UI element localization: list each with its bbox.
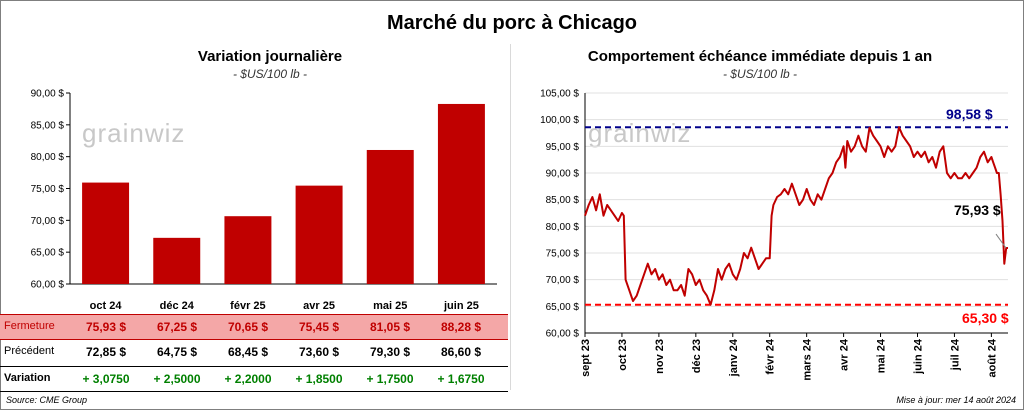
y-tick-label: 70,00 $ xyxy=(546,275,580,286)
table-cell: 75,93 $ xyxy=(85,320,127,334)
y-tick-label: 60,00 $ xyxy=(546,329,580,340)
table-cell: + 2,2000 xyxy=(224,372,272,386)
x-tick-label: oct 24 xyxy=(90,300,123,312)
bar xyxy=(153,237,201,284)
bar xyxy=(437,103,485,284)
x-tick-label: janv 24 xyxy=(728,338,740,377)
y-tick-label: 95,00 $ xyxy=(546,142,580,153)
x-tick-label: déc 24 xyxy=(160,300,195,312)
x-tick-label: déc 23 xyxy=(691,339,703,373)
x-tick-label: oct 23 xyxy=(617,339,629,371)
x-tick-label: août 24 xyxy=(986,338,998,377)
update-note: Mise à jour: mer 14 août 2024 xyxy=(896,395,1016,405)
x-tick-label: févr 25 xyxy=(230,300,265,312)
source-note: Source: CME Group xyxy=(6,395,88,405)
main-title: Marché du porc à Chicago xyxy=(386,12,638,34)
x-tick-label: mai 25 xyxy=(373,300,407,312)
table-row-fermeture: Fermeture 75,93 $ 67,25 $ 70,65 $ 75,45 … xyxy=(0,314,508,340)
bar xyxy=(82,182,130,284)
y-tick-label: 60,00 $ xyxy=(31,280,65,291)
table-cell: 72,85 $ xyxy=(85,345,127,359)
table-cell: 64,75 $ xyxy=(156,345,198,359)
x-tick-label: sept 23 xyxy=(580,339,592,377)
y-tick-label: 70,00 $ xyxy=(31,216,65,227)
table-cell: + 1,8500 xyxy=(295,372,343,386)
table-cell: 68,45 $ xyxy=(227,345,269,359)
left-watermark-logo: grainwiz xyxy=(82,118,186,148)
table-cell: + 1,6750 xyxy=(437,372,485,386)
y-tick-label: 100,00 $ xyxy=(540,115,579,126)
bar xyxy=(224,216,272,284)
table-cell: 75,45 $ xyxy=(298,320,340,334)
x-tick-label: nov 23 xyxy=(654,339,666,374)
x-tick-label: mars 24 xyxy=(802,338,814,380)
bar xyxy=(295,185,343,284)
table-cell: 67,25 $ xyxy=(156,320,198,334)
y-tick-label: 65,00 $ xyxy=(31,248,65,259)
left-panel-subtitle: - $US/100 lb - xyxy=(232,67,308,81)
table-row-variation: Variation + 3,0750 + 2,5000 + 2,2000 + 1… xyxy=(0,366,508,392)
table-cell: 88,28 $ xyxy=(440,320,482,334)
last-value-label: 75,93 $ xyxy=(954,202,1001,218)
y-tick-label: 80,00 $ xyxy=(31,152,65,163)
y-tick-label: 80,00 $ xyxy=(546,222,580,233)
row-label: Variation xyxy=(4,372,51,384)
x-tick-label: avr 24 xyxy=(839,338,851,371)
x-tick-label: juin 25 xyxy=(443,300,479,312)
x-tick-label: avr 25 xyxy=(303,300,335,312)
row-label: Précédent xyxy=(4,345,55,357)
table-cell: 86,60 $ xyxy=(440,345,482,359)
table-cell: + 2,5000 xyxy=(153,372,201,386)
x-tick-label: mai 24 xyxy=(876,338,888,373)
panel-divider xyxy=(510,44,511,390)
y-tick-label: 85,00 $ xyxy=(546,195,580,206)
y-tick-label: 65,00 $ xyxy=(546,302,580,313)
table-cell: + 3,0750 xyxy=(82,372,130,386)
y-tick-label: 75,00 $ xyxy=(31,184,65,195)
left-panel-title: Variation journalière xyxy=(197,48,343,65)
bar xyxy=(366,149,414,284)
table-row-precedent: Précédent 72,85 $ 64,75 $ 68,45 $ 73,60 … xyxy=(0,340,508,364)
table-cell: 70,65 $ xyxy=(227,320,269,334)
low-value-label: 65,30 $ xyxy=(962,310,1009,326)
y-tick-label: 90,00 $ xyxy=(31,89,65,100)
high-value-label: 98,58 $ xyxy=(946,106,993,122)
last-value-leader xyxy=(995,233,1007,249)
x-tick-label: févr 24 xyxy=(765,338,777,374)
x-tick-label: juil 24 xyxy=(949,338,961,371)
y-tick-label: 105,00 $ xyxy=(540,89,579,100)
table-cell: 81,05 $ xyxy=(369,320,411,334)
right-watermark-logo: grainwiz xyxy=(588,118,692,148)
right-panel-subtitle: - $US/100 lb - xyxy=(722,67,798,81)
y-tick-label: 90,00 $ xyxy=(546,169,580,180)
y-tick-label: 85,00 $ xyxy=(31,120,65,131)
y-tick-label: 75,00 $ xyxy=(546,249,580,260)
row-label: Fermeture xyxy=(4,320,55,332)
table-cell: 73,60 $ xyxy=(298,345,340,359)
right-panel-title: Comportement échéance immédiate depuis 1… xyxy=(587,48,933,65)
table-cell: + 1,7500 xyxy=(366,372,414,386)
table-cell: 79,30 $ xyxy=(369,345,411,359)
x-tick-label: juin 24 xyxy=(912,338,924,375)
series-line xyxy=(584,126,1008,306)
